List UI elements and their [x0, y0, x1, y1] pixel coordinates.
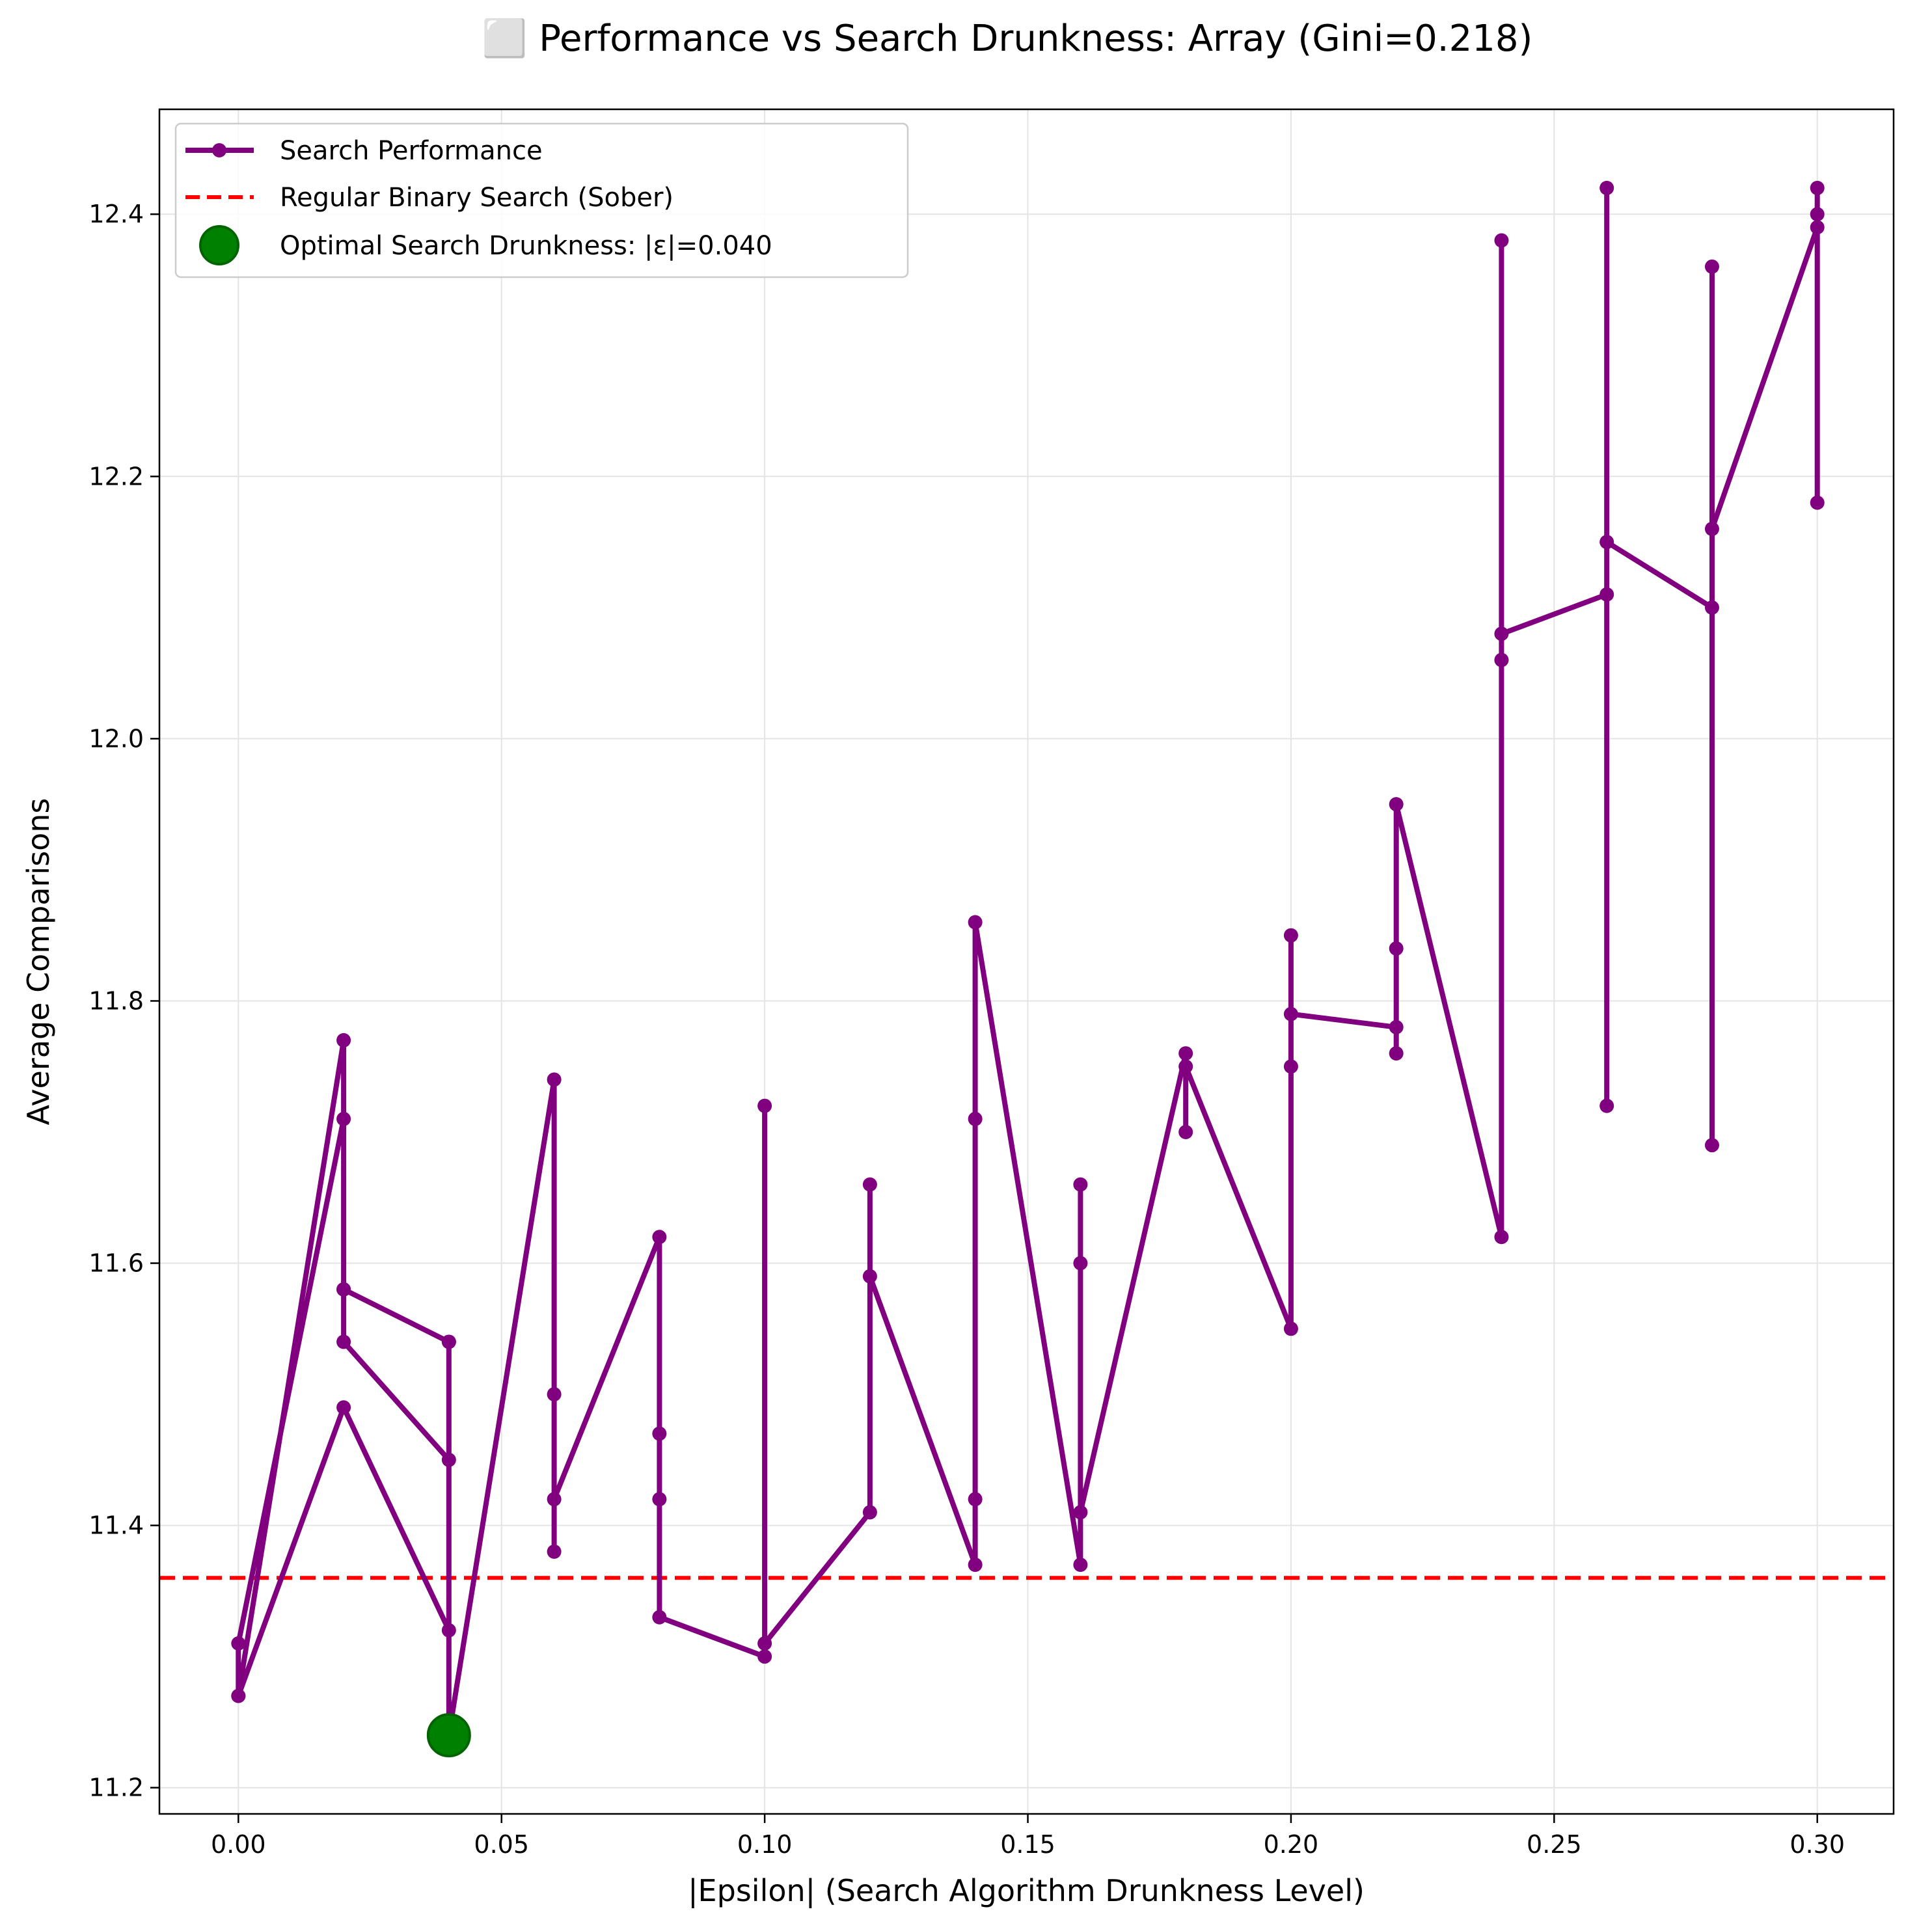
data-point: [652, 1492, 667, 1507]
legend-sober-label: Regular Binary Search (Sober): [280, 183, 673, 213]
plot-frame: [158, 108, 1895, 1815]
legend-performance-marker: [212, 143, 226, 157]
data-point: [862, 1505, 877, 1520]
data-point: [336, 1033, 351, 1047]
data-point: [1599, 587, 1614, 602]
legend-box: [174, 122, 909, 278]
data-point: [1704, 600, 1719, 615]
data-point: [441, 1334, 456, 1349]
data-point: [441, 1623, 456, 1638]
x-tick-label: 0.10: [737, 1830, 793, 1859]
data-point: [757, 1636, 772, 1651]
data-point: [547, 1072, 562, 1087]
data-point: [1389, 941, 1404, 956]
x-tick-label: 0.05: [474, 1830, 529, 1859]
data-point: [1283, 1321, 1298, 1336]
data-point: [231, 1688, 246, 1703]
data-point: [1810, 180, 1825, 195]
data-point: [1389, 797, 1404, 812]
data-point: [1704, 259, 1719, 274]
data-point: [968, 915, 983, 930]
data-point: [1494, 653, 1509, 668]
x-axis-label: |Epsilon| (Search Algorithm Drunkness Le…: [688, 1873, 1365, 1909]
legend-performance-label: Search Performance: [280, 136, 543, 166]
legend: Search Performance Regular Binary Search…: [174, 122, 909, 278]
legend-optimal-label: Optimal Search Drunkness: |ε|=0.040: [280, 231, 772, 261]
data-point: [1073, 1177, 1088, 1192]
y-tick-label: 12.2: [88, 462, 144, 491]
data-point: [1178, 1046, 1193, 1061]
data-point: [1599, 180, 1614, 195]
y-tick-label: 11.6: [88, 1249, 144, 1278]
data-point: [652, 1610, 667, 1625]
data-point: [862, 1269, 877, 1284]
data-point: [1073, 1558, 1088, 1573]
data-point: [757, 1649, 772, 1664]
data-point: [336, 1400, 351, 1415]
x-tick-label: 0.25: [1527, 1830, 1582, 1859]
data-point: [547, 1492, 562, 1507]
data-point: [1178, 1059, 1193, 1074]
data-point: [757, 1098, 772, 1113]
data-point: [1599, 535, 1614, 550]
optimal-point-marker: [426, 1713, 471, 1758]
data-point: [652, 1426, 667, 1441]
data-point: [652, 1230, 667, 1245]
chart-title: ⬜ Performance vs Search Drunkness: Array…: [482, 18, 1533, 60]
data-point: [1494, 627, 1509, 641]
x-tick-label: 0.00: [211, 1830, 266, 1859]
data-point: [441, 1452, 456, 1467]
data-point: [1073, 1505, 1088, 1520]
data-point: [231, 1636, 246, 1651]
y-tick-label: 12.4: [88, 200, 144, 228]
y-tick-label: 11.4: [88, 1511, 144, 1540]
data-point: [336, 1111, 351, 1126]
data-point: [547, 1387, 562, 1402]
data-point: [968, 1111, 983, 1126]
data-point: [1599, 1098, 1614, 1113]
x-axis-ticks: 0.00 0.05 0.10 0.15 0.20 0.25 0.30: [211, 1814, 1845, 1859]
data-point: [1494, 1230, 1509, 1245]
data-point: [968, 1558, 983, 1573]
data-point: [1389, 1046, 1404, 1061]
optimal-point-layer: [426, 1713, 471, 1758]
data-point: [1810, 495, 1825, 510]
data-point: [1704, 521, 1719, 536]
data-point: [1283, 1006, 1298, 1021]
y-axis-ticks: 11.2 11.4 11.6 11.8 12.0 12.2 12.4: [88, 200, 159, 1802]
data-point: [1810, 220, 1825, 235]
data-point: [862, 1177, 877, 1192]
x-tick-label: 0.20: [1264, 1830, 1319, 1859]
y-axis-label: Average Comparisons: [21, 798, 56, 1126]
data-point: [1494, 233, 1509, 248]
data-point: [1283, 928, 1298, 943]
data-point: [336, 1282, 351, 1297]
y-tick-label: 11.8: [88, 986, 144, 1015]
data-point: [1073, 1256, 1088, 1271]
data-point: [1178, 1125, 1193, 1139]
data-point: [1283, 1059, 1298, 1074]
data-point: [1389, 1020, 1404, 1034]
y-tick-label: 11.2: [88, 1774, 144, 1802]
data-point: [1810, 207, 1825, 222]
data-point: [1704, 1138, 1719, 1153]
data-point: [968, 1492, 983, 1507]
legend-optimal-marker: [199, 225, 239, 265]
x-tick-label: 0.15: [1000, 1830, 1055, 1859]
data-point: [547, 1544, 562, 1559]
y-tick-label: 12.0: [88, 724, 144, 753]
data-point: [336, 1334, 351, 1349]
x-tick-label: 0.30: [1789, 1830, 1845, 1859]
